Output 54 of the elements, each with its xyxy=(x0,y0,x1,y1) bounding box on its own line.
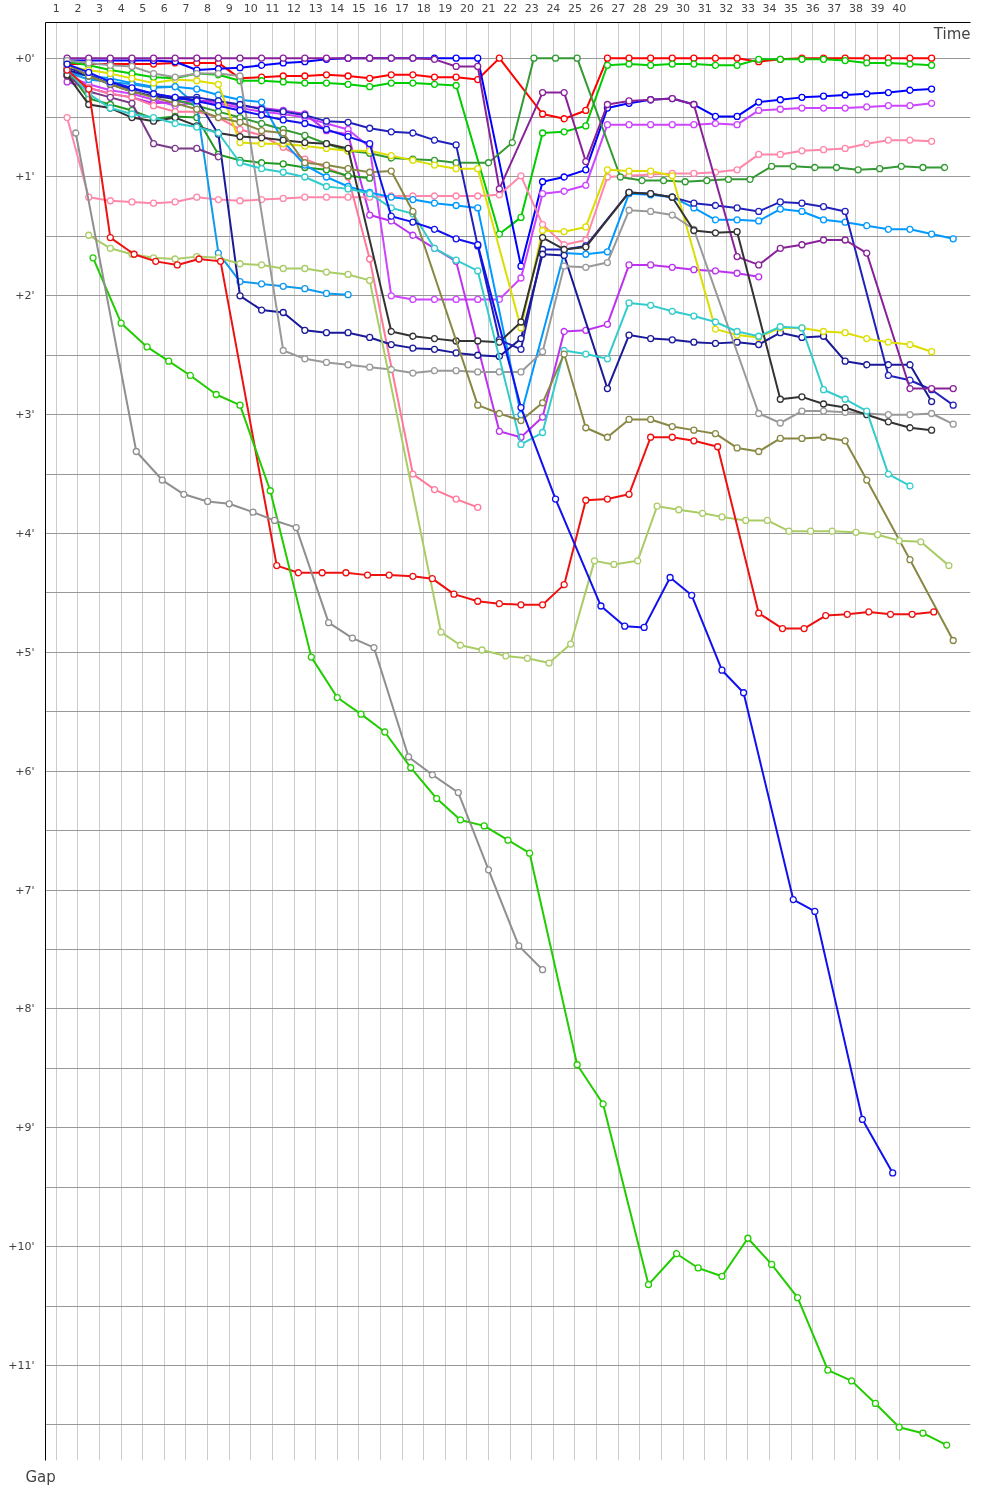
x-tick-label: 36 xyxy=(805,1,820,15)
x-tick-label: 9 xyxy=(225,1,233,15)
y-axis-title: Gap xyxy=(25,1467,56,1486)
x-tick-label: 14 xyxy=(330,1,345,15)
x-tick-label: 27 xyxy=(611,1,626,15)
x-tick-label: 18 xyxy=(416,1,431,15)
y-tick-label: +7' xyxy=(15,883,35,897)
x-tick-label: 38 xyxy=(848,1,863,15)
x-tick-label: 7 xyxy=(182,1,190,15)
y-tick-label: +10' xyxy=(8,1240,35,1254)
x-tick-label: 5 xyxy=(139,1,147,15)
x-tick-label: 15 xyxy=(351,1,366,15)
x-tick-label: 13 xyxy=(308,1,323,15)
x-tick-label: 24 xyxy=(546,1,561,15)
y-tick-label: +11' xyxy=(8,1358,35,1372)
x-tick-label: 21 xyxy=(481,1,496,15)
y-tick-label: +0' xyxy=(15,51,35,65)
x-tick-label: 40 xyxy=(892,1,907,15)
x-tick-label: 20 xyxy=(459,1,474,15)
x-axis-title: Time xyxy=(932,24,971,43)
x-tick-label: 3 xyxy=(96,1,104,15)
x-tick-label: 2 xyxy=(74,1,82,15)
x-tick-label: 32 xyxy=(719,1,734,15)
y-tick-label: +6' xyxy=(15,764,35,778)
x-tick-label: 39 xyxy=(870,1,885,15)
x-tick-label: 34 xyxy=(762,1,777,15)
y-tick-label: +1' xyxy=(15,170,35,184)
x-tick-label: 25 xyxy=(568,1,582,15)
y-tick-label: +4' xyxy=(15,527,35,541)
y-tick-label: +2' xyxy=(15,289,35,303)
x-tick-label: 23 xyxy=(524,1,539,15)
x-tick-label: 16 xyxy=(373,1,388,15)
x-tick-label: 17 xyxy=(395,1,410,15)
x-tick-label: 37 xyxy=(827,1,842,15)
x-tick-label: 10 xyxy=(243,1,258,15)
x-tick-label: 30 xyxy=(676,1,691,15)
x-tick-label: 19 xyxy=(438,1,453,15)
y-tick-label: +3' xyxy=(15,408,35,422)
x-tick-label: 28 xyxy=(632,1,647,15)
x-tick-label: 33 xyxy=(740,1,755,15)
y-tick-label: +9' xyxy=(15,1121,35,1135)
x-tick-label: 26 xyxy=(589,1,604,15)
x-tick-label: 12 xyxy=(287,1,302,15)
x-tick-label: 8 xyxy=(204,1,212,15)
x-tick-label: 29 xyxy=(654,1,669,15)
x-tick-label: 35 xyxy=(784,1,799,15)
x-tick-label: 6 xyxy=(160,1,168,15)
x-tick-label: 22 xyxy=(503,1,518,15)
x-tick-label: 31 xyxy=(697,1,712,15)
x-tick-label: 1 xyxy=(52,1,60,15)
x-tick-label: 4 xyxy=(117,1,125,15)
y-tick-label: +5' xyxy=(15,645,35,659)
y-tick-label: +8' xyxy=(15,1002,35,1016)
x-tick-label: 11 xyxy=(265,1,280,15)
